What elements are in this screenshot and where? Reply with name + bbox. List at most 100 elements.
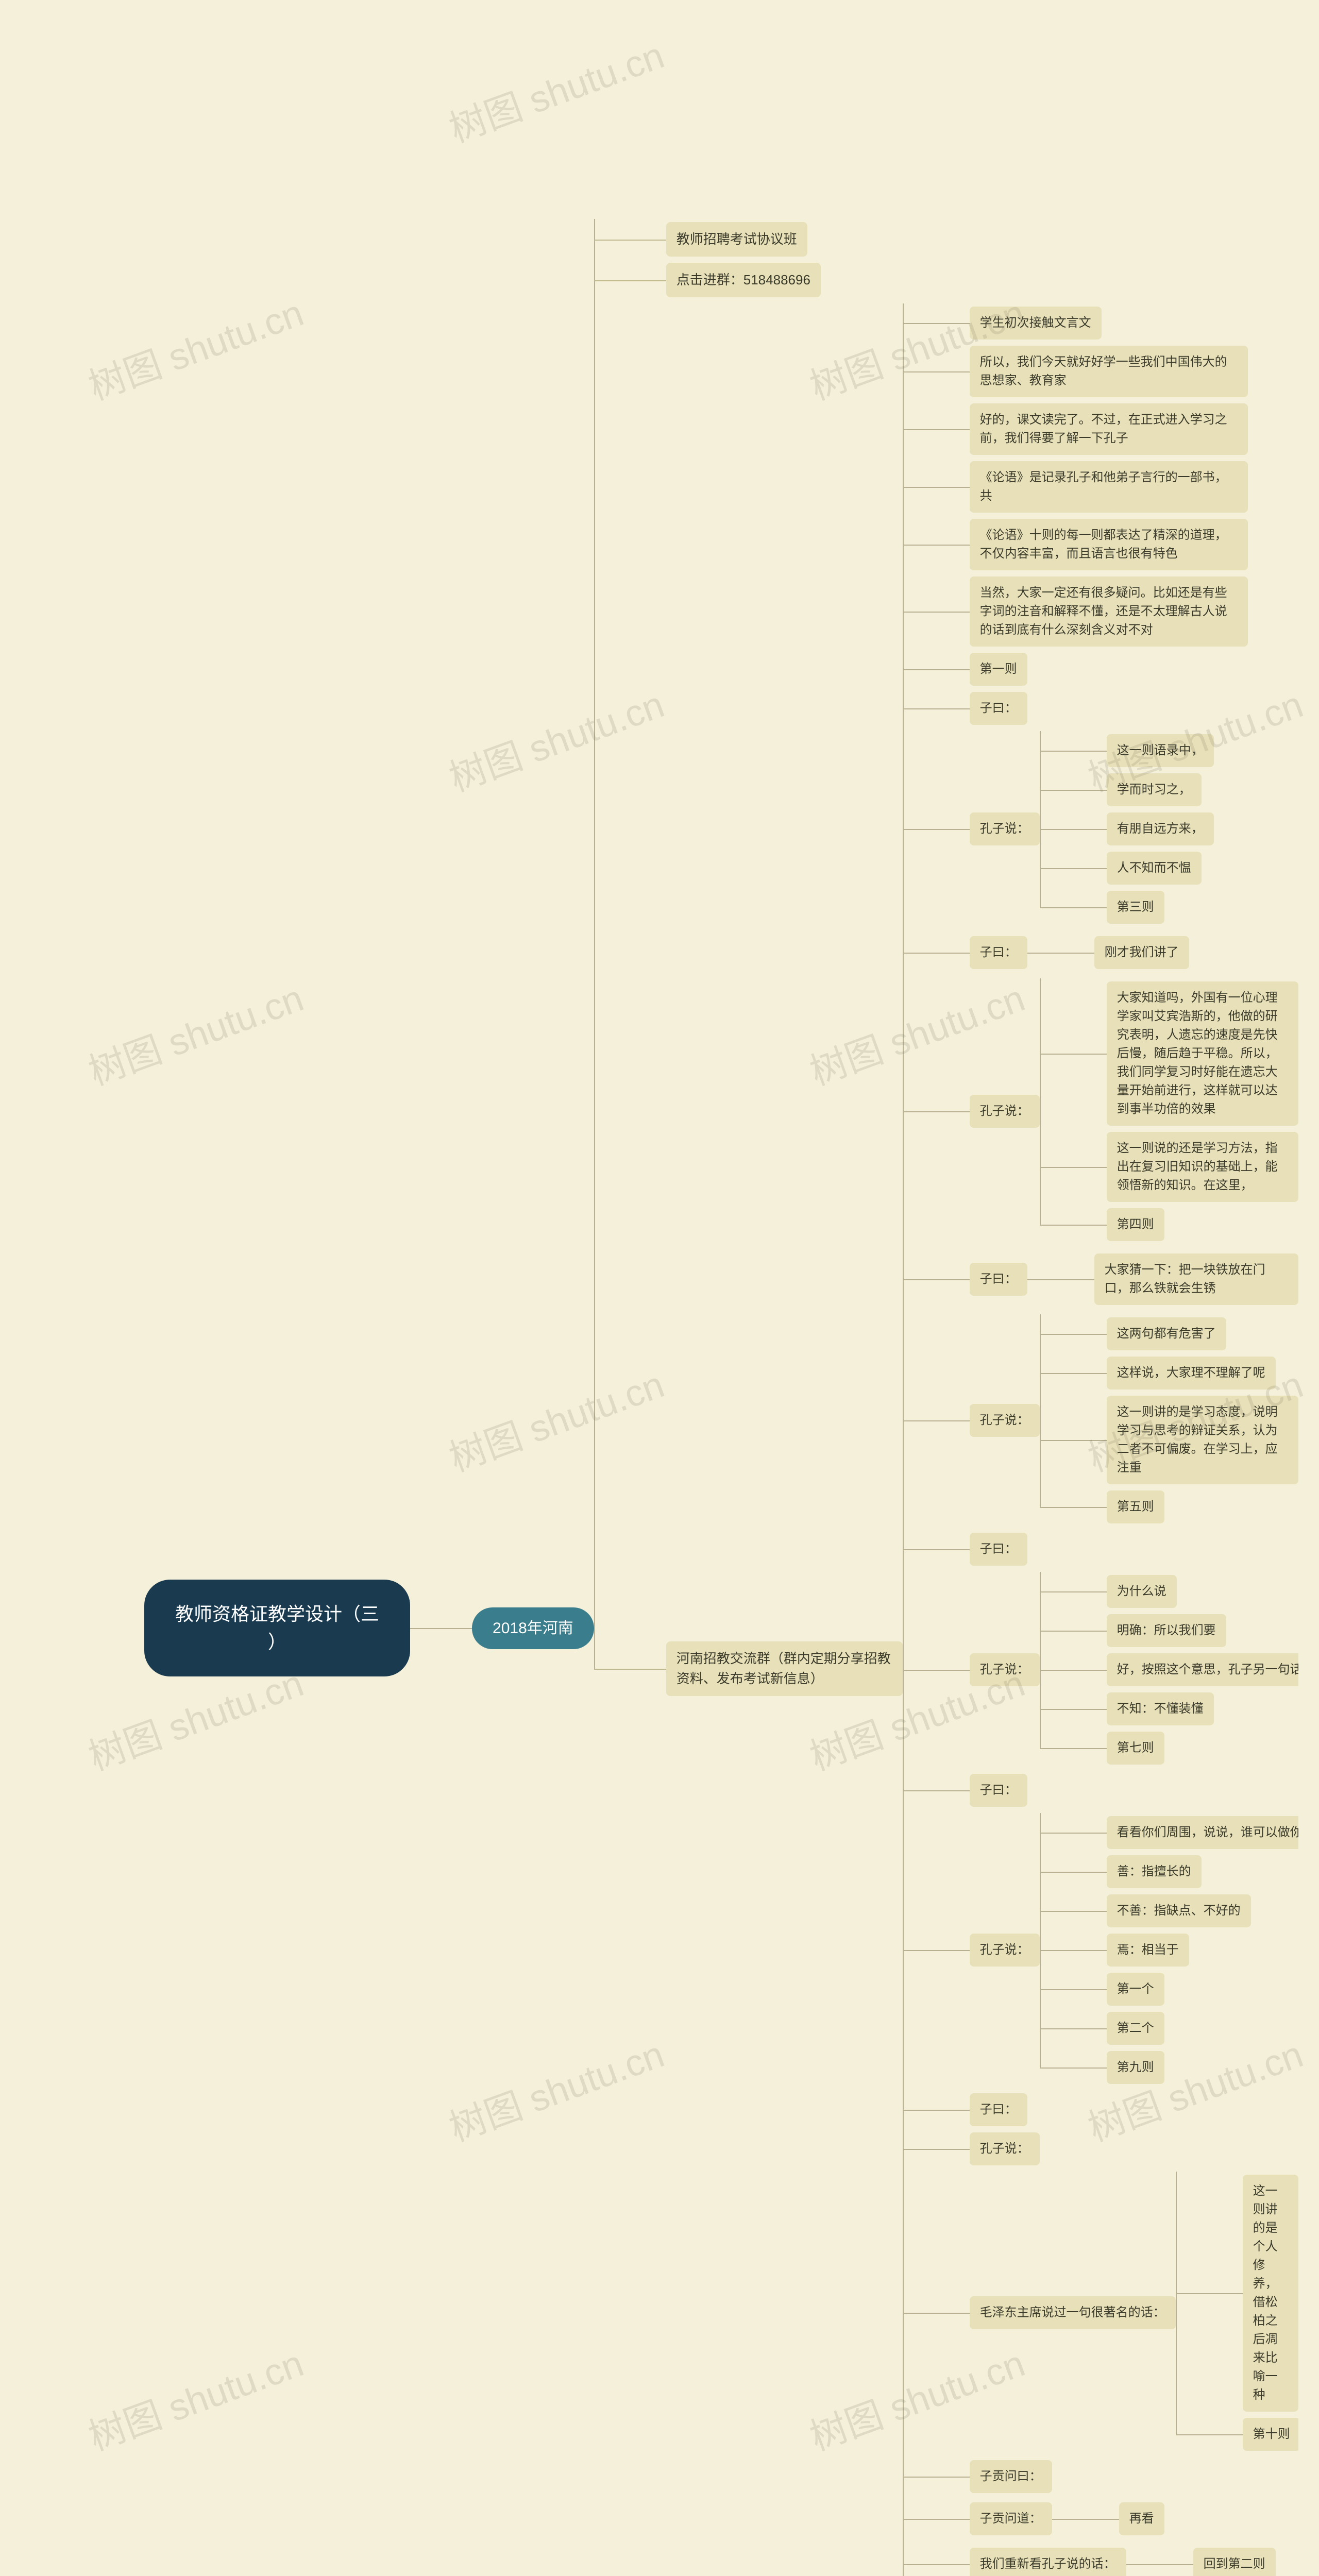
children-container: 教师招聘考试协议班点击进群：518488696 河南招教交流群（群内定期分享招教资… [594,219,1298,2576]
mindmap-node: 子曰： [970,936,1027,969]
children-container: 刚才我们讲了 [1027,933,1189,972]
branch: 子曰： 刚才我们讲了 [970,933,1298,972]
mindmap-node: 第四则 [1107,1208,1164,1241]
branch: 看看你们周围，说说，谁可以做你们的老师呢 [1107,1816,1298,1849]
branch: 孔子说： 为什么说明确：所以我们要好，按照这个意思，孔子另一句话怎么表达呢不知：不… [970,1572,1298,1768]
branch: 明确：所以我们要 [1107,1614,1298,1647]
branch: 善：指擅长的 [1107,1855,1298,1888]
branch: 人不知而不愠 [1107,852,1214,885]
mindmap-node: 河南招教交流群（群内定期分享招教资料、发布考试新信息） [666,1641,903,1696]
mindmap-node: 第七则 [1107,1732,1164,1765]
branch: 我们重新看孔子说的话：回到第二则 [970,2545,1298,2576]
mindmap-node: 孔子说： [970,1404,1040,1437]
mindmap-node: 子贡问曰： [970,2460,1052,2493]
branch: 孔子说： [970,2132,1298,2165]
branch: 《论语》十则的每一则都表达了精深的道理，不仅内容丰富，而且语言也很有特色 [970,519,1298,570]
mindmap-node: 子贡问道： [970,2502,1052,2535]
mindmap-node: 好的，课文读完了。不过，在正式进入学习之前，我们得要了解一下孔子 [970,403,1248,455]
mindmap-node: 这一则说的还是学习方法，指出在复习旧知识的基础上，能领悟新的知识。在这里， [1107,1132,1298,1202]
branch: 子曰： [970,1774,1298,1807]
mindmap-node: 《论语》是记录孔子和他弟子言行的一部书，共 [970,461,1248,513]
branch: 为什么说 [1107,1575,1298,1608]
children-container: 再看 [1052,2499,1164,2538]
children-container: 大家猜一下：把一块铁放在门口，那么铁就会生锈 [1027,1250,1298,1308]
branch: 河南招教交流群（群内定期分享招教资料、发布考试新信息） 学生初次接触文言文所以，我… [666,303,1298,2576]
mindmap-node: 学而时习之， [1107,773,1202,806]
mindmap-node: 孔子说： [970,1653,1040,1686]
branch: 不知：不懂装懂 [1107,1692,1298,1725]
branch: 教师招聘考试协议班 [666,222,1298,257]
branch: 孔子说： 大家知道吗，外国有一位心理学家叫艾宾浩斯的，他做的研究表明，人遗忘的速度… [970,978,1298,1244]
mindmap-node: 第一则 [970,653,1027,686]
mindmap-node: 不善：指缺点、不好的 [1107,1894,1251,1927]
branch: 第一则 [970,653,1298,686]
mindmap-node: 这一则讲的是学习态度，说明学习与思考的辩证关系，认为二者不可偏废。在学习上，应注… [1107,1396,1298,1484]
children-container: 回到第二则 [1126,2545,1276,2576]
branch: 有朋自远方来， [1107,812,1214,845]
branch: 第七则 [1107,1732,1298,1765]
mindmap-node: 孔子说： [970,2132,1040,2165]
mindmap-node: 这一则讲的是个人修养，借松柏之后凋来比喻一种 [1243,2175,1298,2412]
branch: 孔子说：看看你们周围，说说，谁可以做你们的老师呢善：指擅长的不善：指缺点、不好的… [970,1813,1298,2087]
branch: 学生初次接触文言文 [970,307,1298,340]
branch: 《论语》是记录孔子和他弟子言行的一部书，共 [970,461,1298,513]
mindmap-node: 不知：不懂装懂 [1107,1692,1214,1725]
mindmap-node: 这两句都有危害了 [1107,1317,1226,1350]
mindmap-node: 《论语》十则的每一则都表达了精深的道理，不仅内容丰富，而且语言也很有特色 [970,519,1248,570]
children-container: 这一则讲的是个人修养，借松柏之后凋来比喻一种第十则 [1176,2172,1298,2454]
branch: 第九则 [1107,2051,1298,2084]
mindmap-node: 学生初次接触文言文 [970,307,1102,340]
mindmap-node: 好，按照这个意思，孔子另一句话怎么表达呢 [1107,1653,1298,1686]
mindmap-node: 孔子说： [970,1095,1040,1128]
mindmap-node: 点击进群：518488696 [666,263,821,297]
root-node: 教师资格证教学设计（三 ） [144,1580,410,1676]
branch: 这一则说的还是学习方法，指出在复习旧知识的基础上，能领悟新的知识。在这里， [1107,1132,1298,1202]
branch: 第五则 [1107,1490,1298,1523]
mindmap-node: 子曰： [970,2093,1027,2126]
mindmap-node: 第二个 [1107,2012,1164,2045]
branch: 点击进群：518488696 [666,263,1298,297]
mindmap-node: 焉：相当于 [1107,1934,1189,1967]
branch: 当然，大家一定还有很多疑问。比如还是有些字词的注音和解释不懂，还是不太理解古人说… [970,577,1298,647]
mindmap-node: 善：指擅长的 [1107,1855,1202,1888]
mindmap-node: 子曰： [970,1533,1027,1566]
branch: 大家知道吗，外国有一位心理学家叫艾宾浩斯的，他做的研究表明，人遗忘的速度是先快后… [1107,981,1298,1126]
branch: 第四则 [1107,1208,1298,1241]
mindmap-node: 回到第二则 [1193,2548,1276,2576]
root-label-line1: 教师资格证教学设计（三 [175,1603,379,1624]
mindmap-node: 为什么说 [1107,1575,1177,1608]
mindmap-node: 第三则 [1107,891,1164,924]
branch: 孔子说： 这一则语录中， 学而时习之， 有朋自远方来， 人不知而不愠第三则 [970,731,1298,927]
mindmap-node: 刚才我们讲了 [1094,936,1189,969]
mindmap-node: 子曰： [970,1774,1027,1807]
mindmap-node: 教师招聘考试协议班 [666,222,807,257]
branch: 刚才我们讲了 [1094,936,1189,969]
branch: 第二个 [1107,2012,1298,2045]
mindmap-node: 孔子说： [970,812,1040,845]
branch: 子曰： [970,2093,1298,2126]
branch: 子贡问道： 再看 [970,2499,1298,2538]
branch: 第十则 [1243,2418,1298,2451]
branch: 这样说，大家理不理解了呢 [1107,1357,1298,1389]
branch: 2018年河南 教师招聘考试协议班点击进群：518488696 河南招教交流群（群内… [472,219,1298,2576]
mindmap-node: 毛泽东主席说过一句很著名的话： [970,2296,1176,2329]
branch: 这一则语录中， [1107,734,1214,767]
mindmap-node: 子曰： [970,692,1027,725]
mindmap-node: 2018年河南 [472,1607,594,1649]
mindmap-node: 子曰： [970,1263,1027,1296]
branch: 子曰： 大家猜一下：把一块铁放在门口，那么铁就会生锈 [970,1250,1298,1308]
branch: 所以，我们今天就好好学一些我们中国伟大的思想家、教育家 [970,346,1298,397]
mindmap-node: 这样说，大家理不理解了呢 [1107,1357,1276,1389]
branch: 不善：指缺点、不好的 [1107,1894,1298,1927]
mindmap-node: 看看你们周围，说说，谁可以做你们的老师呢 [1107,1816,1298,1849]
mindmap-node: 人不知而不愠 [1107,852,1202,885]
branch: 这一则讲的是学习态度，说明学习与思考的辩证关系，认为二者不可偏废。在学习上，应注… [1107,1396,1298,1484]
mindmap-node: 大家猜一下：把一块铁放在门口，那么铁就会生锈 [1094,1253,1298,1305]
mindmap-node: 第五则 [1107,1490,1164,1523]
branch: 这一则讲的是个人修养，借松柏之后凋来比喻一种 [1243,2175,1298,2412]
children-container: 看看你们周围，说说，谁可以做你们的老师呢善：指擅长的不善：指缺点、不好的焉：相当… [1040,1813,1298,2087]
branch: 孔子说： 这两句都有危害了这样说，大家理不理解了呢这一则讲的是学习态度，说明学习与… [970,1314,1298,1527]
root-label-line2: ） [268,1631,286,1652]
branch: 再看 [1119,2502,1164,2535]
branch: 子曰： [970,1533,1298,1566]
